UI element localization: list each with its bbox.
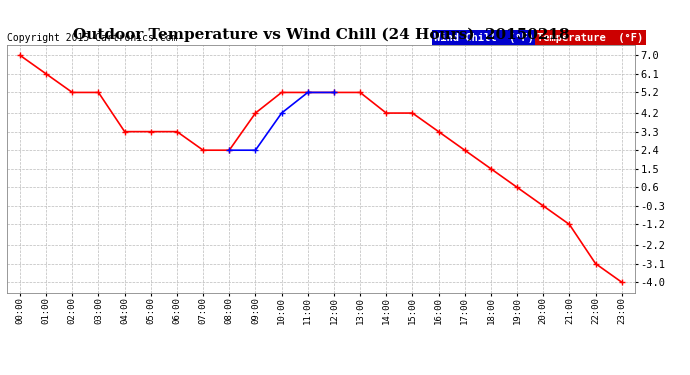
Text: Temperature  (°F): Temperature (°F) (538, 33, 644, 42)
Text: Wind Chill  (°F): Wind Chill (°F) (434, 33, 534, 42)
Title: Outdoor Temperature vs Wind Chill (24 Hours)  20150218: Outdoor Temperature vs Wind Chill (24 Ho… (72, 28, 569, 42)
Text: Copyright 2015 Cartronics.com: Copyright 2015 Cartronics.com (7, 33, 177, 42)
